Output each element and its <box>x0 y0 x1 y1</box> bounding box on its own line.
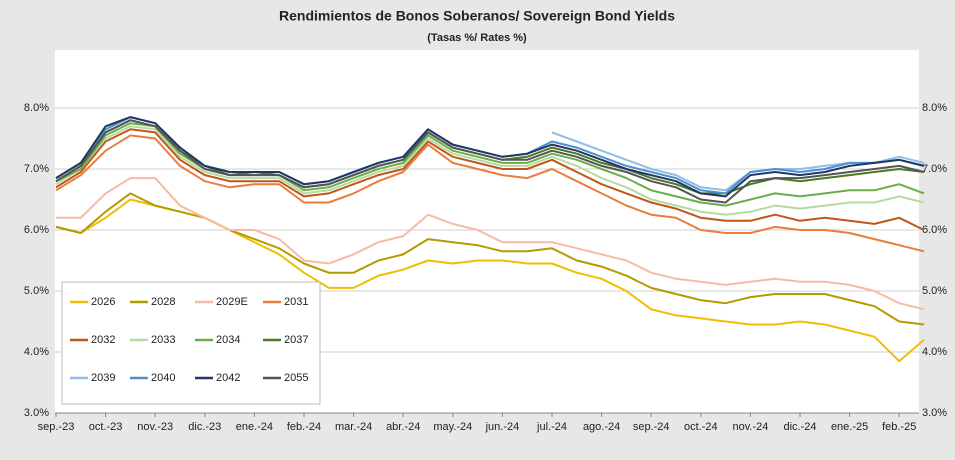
legend-label: 2042 <box>216 372 240 384</box>
x-tick-label: nov.-23 <box>137 421 173 433</box>
y2-tick-label: 7.0% <box>922 163 947 175</box>
x-tick-label: may.-24 <box>433 421 472 433</box>
y-tick-label: 8.0% <box>24 102 49 114</box>
x-tick-label: mar.-24 <box>335 421 372 433</box>
series-line <box>56 177 925 311</box>
x-tick-label: sep.-24 <box>633 421 670 433</box>
x-tick-label: sep.-23 <box>38 421 75 433</box>
x-tick-label: dic.-23 <box>188 421 221 433</box>
y2-tick-label: 5.0% <box>922 285 947 297</box>
x-tick-label: nov.-24 <box>732 421 768 433</box>
x-tick-label: ene.-25 <box>831 421 868 433</box>
x-tick-label: feb.-24 <box>287 421 321 433</box>
legend-label: 2026 <box>91 296 115 308</box>
legend-label: 2032 <box>91 334 115 346</box>
x-tick-label: feb.-25 <box>882 421 916 433</box>
x-tick-label: jun.-24 <box>485 421 520 433</box>
legend-label: 2031 <box>284 296 308 308</box>
legend-label: 2034 <box>216 334 240 346</box>
x-tick-label: dic.-24 <box>783 421 816 433</box>
series-line <box>55 116 925 198</box>
legend-label: 2040 <box>151 372 175 384</box>
legend-label: 2029E <box>216 296 248 308</box>
x-tick-label: oct.-23 <box>89 421 123 433</box>
legend-label: 2055 <box>284 372 308 384</box>
y2-tick-label: 6.0% <box>922 224 947 236</box>
y2-tick-label: 4.0% <box>922 346 947 358</box>
chart-title: Rendimientos de Bonos Soberanos/ Soverei… <box>279 8 675 24</box>
y-tick-label: 4.0% <box>24 346 49 358</box>
series-line <box>55 128 925 231</box>
x-tick-label: ago.-24 <box>583 421 620 433</box>
y-tick-label: 6.0% <box>24 224 49 236</box>
series-line <box>55 125 925 216</box>
y-tick-label: 3.0% <box>24 407 49 419</box>
series-line <box>55 134 925 253</box>
series-line <box>55 119 925 204</box>
x-tick-label: abr.-24 <box>386 421 420 433</box>
x-tick-label: ene.-24 <box>236 421 273 433</box>
y-tick-label: 7.0% <box>24 163 49 175</box>
legend-label: 2039 <box>91 372 115 384</box>
legend-label: 2037 <box>284 334 308 346</box>
chart-subtitle: (Tasas %/ Rates %) <box>427 32 527 44</box>
x-tick-label: jul.-24 <box>536 421 567 433</box>
y2-tick-label: 8.0% <box>922 102 947 114</box>
x-tick-label: oct.-24 <box>684 421 718 433</box>
legend-label: 2033 <box>151 334 175 346</box>
legend-label: 2028 <box>151 296 175 308</box>
y2-tick-label: 3.0% <box>922 407 947 419</box>
y-tick-label: 5.0% <box>24 285 49 297</box>
